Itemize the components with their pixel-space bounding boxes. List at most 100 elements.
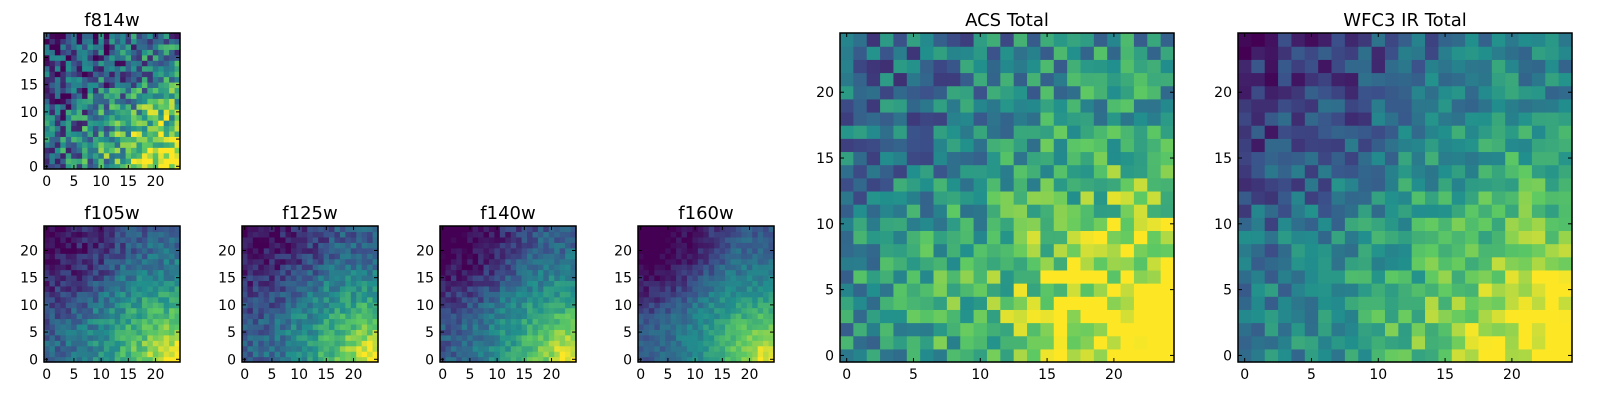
heatmap-cell bbox=[659, 226, 666, 233]
heatmap-cell bbox=[296, 274, 303, 281]
heatmap-cell bbox=[521, 291, 528, 298]
heatmap-cell bbox=[543, 274, 550, 281]
y-tick-label: 15 bbox=[816, 151, 834, 167]
heatmap-cell bbox=[472, 313, 479, 320]
heatmap-cell bbox=[543, 291, 550, 298]
heatmap-cell bbox=[686, 351, 693, 358]
heatmap-cell bbox=[697, 356, 704, 363]
heatmap-cell bbox=[1107, 59, 1122, 74]
heatmap-cell bbox=[120, 163, 127, 170]
heatmap-cell bbox=[840, 309, 854, 324]
heatmap-cell bbox=[763, 236, 770, 243]
heatmap-cell bbox=[285, 291, 292, 298]
heatmap-cell bbox=[445, 334, 452, 341]
heatmap-cell bbox=[527, 351, 534, 358]
heatmap-cell bbox=[307, 323, 314, 330]
heatmap-cell bbox=[697, 242, 704, 249]
heatmap-cell bbox=[76, 264, 83, 271]
heatmap-cell bbox=[54, 65, 61, 72]
heatmap-cell bbox=[1491, 309, 1506, 324]
heatmap-cell bbox=[1093, 269, 1108, 284]
heatmap-cell bbox=[60, 242, 67, 249]
heatmap-cell bbox=[131, 60, 138, 67]
heatmap-cell bbox=[109, 318, 116, 325]
heatmap-cell bbox=[559, 231, 566, 238]
heatmap-cell bbox=[521, 274, 528, 281]
heatmap-cell bbox=[1331, 125, 1346, 139]
heatmap-cell bbox=[450, 285, 457, 292]
heatmap-cell bbox=[109, 296, 116, 303]
heatmap-cell bbox=[703, 274, 710, 281]
heatmap-cell bbox=[554, 323, 561, 330]
heatmap-cell bbox=[1358, 217, 1373, 231]
heatmap-cell bbox=[263, 356, 270, 363]
heatmap-cell bbox=[76, 103, 83, 110]
heatmap-cell bbox=[1040, 256, 1055, 271]
heatmap-cell bbox=[853, 85, 868, 100]
heatmap-cell bbox=[510, 280, 517, 287]
heatmap-cell bbox=[768, 351, 775, 358]
heatmap-cell bbox=[60, 264, 67, 271]
heatmap-cell bbox=[510, 296, 517, 303]
heatmap-cell bbox=[676, 345, 683, 352]
heatmap-cell bbox=[725, 345, 732, 352]
heatmap-cell bbox=[1371, 46, 1386, 60]
heatmap-cell bbox=[87, 285, 94, 292]
heatmap-cell bbox=[537, 291, 544, 298]
heatmap-cell bbox=[697, 247, 704, 254]
heatmap-cell bbox=[499, 253, 506, 260]
heatmap-cell bbox=[853, 296, 868, 310]
heatmap-cell bbox=[692, 340, 699, 347]
heatmap-cell bbox=[136, 307, 143, 314]
heatmap-cell bbox=[478, 253, 485, 260]
heatmap-cell bbox=[866, 243, 881, 258]
heatmap-cell bbox=[152, 109, 159, 116]
heatmap-cell bbox=[472, 253, 479, 260]
heatmap-cell bbox=[527, 340, 534, 347]
heatmap-cell bbox=[648, 247, 655, 254]
heatmap-cell bbox=[1331, 111, 1346, 126]
heatmap-cell bbox=[312, 253, 319, 260]
heatmap-cell bbox=[247, 323, 254, 330]
heatmap-cell bbox=[659, 253, 666, 260]
heatmap-cell bbox=[329, 253, 336, 260]
heatmap-cell bbox=[76, 158, 83, 165]
heatmap-cell bbox=[638, 307, 645, 314]
heatmap-cell bbox=[456, 356, 463, 363]
heatmap-cell bbox=[752, 253, 759, 260]
heatmap-cell bbox=[681, 274, 688, 281]
heatmap-cell bbox=[290, 296, 297, 303]
y-tick-label: 20 bbox=[1214, 85, 1232, 101]
x-tick-label: 20 bbox=[345, 367, 363, 383]
heatmap-cell bbox=[1505, 348, 1520, 363]
heatmap-cell bbox=[1411, 256, 1426, 271]
heatmap-cell bbox=[152, 125, 159, 132]
heatmap-cell bbox=[44, 242, 51, 249]
heatmap-cell bbox=[768, 253, 775, 260]
heatmap-cell bbox=[82, 242, 89, 249]
heatmap-cell bbox=[946, 348, 961, 363]
heatmap-cell bbox=[54, 226, 61, 233]
heatmap-cell bbox=[933, 348, 948, 363]
heatmap-cell bbox=[1384, 256, 1399, 271]
heatmap-cell bbox=[131, 313, 138, 320]
heatmap-cell bbox=[665, 307, 672, 314]
heatmap-cell bbox=[65, 87, 72, 94]
heatmap-cell bbox=[141, 92, 148, 99]
heatmap-cell bbox=[147, 125, 154, 132]
heatmap-cell bbox=[735, 258, 742, 265]
heatmap-cell bbox=[670, 264, 677, 271]
heatmap-cell bbox=[920, 217, 935, 231]
heatmap-cell bbox=[301, 269, 308, 276]
heatmap-cell bbox=[746, 291, 753, 298]
heatmap-cell bbox=[494, 274, 501, 281]
heatmap-cell bbox=[334, 302, 341, 309]
heatmap-cell bbox=[467, 291, 474, 298]
heatmap-cell bbox=[1013, 138, 1028, 153]
heatmap-cell bbox=[92, 280, 99, 287]
heatmap-cell bbox=[65, 114, 72, 121]
heatmap-cell bbox=[559, 356, 566, 363]
heatmap-cell bbox=[1491, 256, 1506, 271]
heatmap-cell bbox=[1133, 243, 1148, 258]
heatmap-cell bbox=[1013, 283, 1028, 297]
